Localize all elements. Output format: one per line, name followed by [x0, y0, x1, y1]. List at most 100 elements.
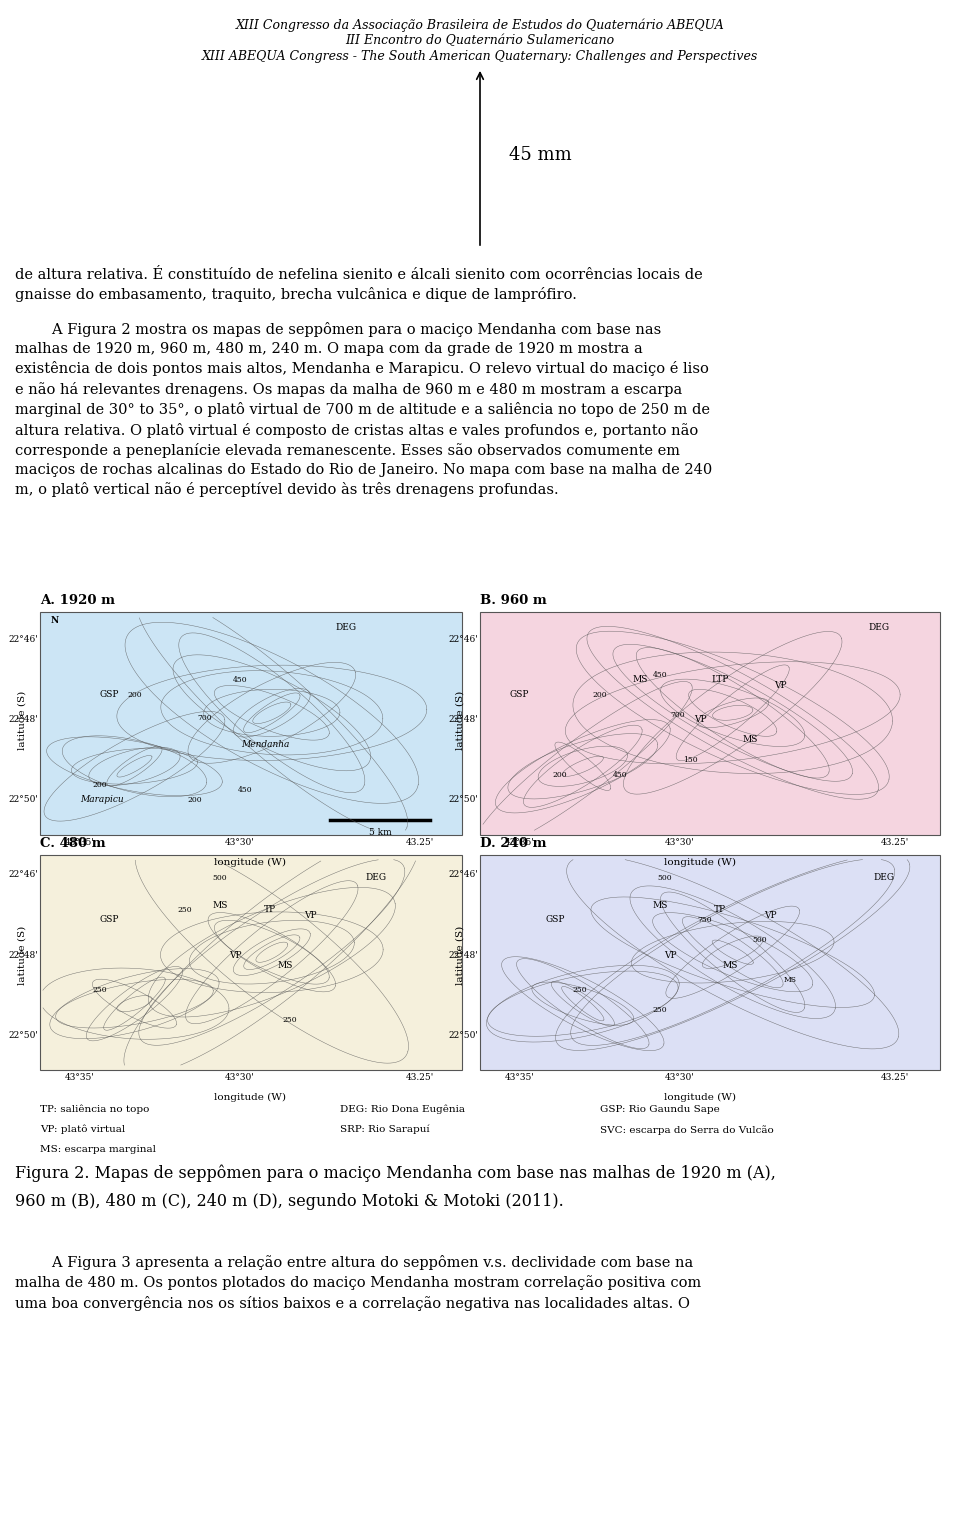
Text: 43°35': 43°35' — [65, 1073, 95, 1082]
Text: 22°48': 22°48' — [448, 715, 478, 724]
Text: longitude (W): longitude (W) — [664, 859, 736, 866]
Text: MS: MS — [722, 961, 737, 969]
Text: 22°46': 22°46' — [448, 636, 478, 645]
Text: DEG: DEG — [335, 623, 356, 633]
Text: 450: 450 — [232, 675, 248, 685]
Text: 43.25': 43.25' — [406, 1073, 434, 1082]
Text: 22°48': 22°48' — [9, 715, 38, 724]
Text: GSP: Rio Gaundu Sape: GSP: Rio Gaundu Sape — [600, 1105, 720, 1114]
Text: 250: 250 — [573, 986, 588, 995]
Text: DEG: DEG — [869, 623, 890, 633]
Text: longitude (W): longitude (W) — [214, 859, 286, 866]
Text: 450: 450 — [653, 671, 667, 678]
Text: 500: 500 — [213, 874, 228, 882]
Text: 43°35': 43°35' — [65, 837, 95, 847]
Text: de altura relativa. É constituído de nefelina sienito e álcali sienito com ocorr: de altura relativa. É constituído de nef… — [15, 267, 703, 303]
Text: VP: VP — [228, 950, 241, 960]
Text: 250: 250 — [178, 906, 192, 914]
Text: 150: 150 — [683, 756, 697, 764]
Text: SVC: escarpa do Serra do Vulcão: SVC: escarpa do Serra do Vulcão — [600, 1125, 774, 1135]
Text: B. 960 m: B. 960 m — [480, 594, 547, 608]
Text: 700: 700 — [671, 711, 685, 720]
Text: 43°35': 43°35' — [505, 837, 535, 847]
Text: MS: MS — [633, 675, 648, 685]
Text: VP: VP — [663, 950, 676, 960]
Text: 22°48': 22°48' — [448, 950, 478, 960]
Text: 700: 700 — [198, 714, 212, 723]
Text: C. 480 m: C. 480 m — [40, 837, 106, 851]
Bar — [40, 613, 462, 834]
Text: N: N — [51, 616, 60, 625]
Text: 43°30': 43°30' — [226, 837, 254, 847]
Text: 200: 200 — [592, 691, 608, 698]
Text: A. 1920 m: A. 1920 m — [40, 594, 115, 608]
Text: III Encontro do Quaternário Sulamericano: III Encontro do Quaternário Sulamericano — [346, 34, 614, 47]
Bar — [480, 856, 940, 1070]
Text: 500: 500 — [658, 874, 672, 882]
Text: 960 m (B), 480 m (C), 240 m (D), segundo Motoki & Motoki (2011).: 960 m (B), 480 m (C), 240 m (D), segundo… — [15, 1192, 564, 1210]
Text: XIII ABEQUA Congress - The South American Quaternary: Challenges and Perspective: XIII ABEQUA Congress - The South America… — [202, 50, 758, 63]
Text: DEG: DEG — [365, 874, 386, 883]
Text: 22°50': 22°50' — [448, 1030, 478, 1039]
Text: MS: escarpa marginal: MS: escarpa marginal — [40, 1144, 156, 1154]
Text: 22°46': 22°46' — [448, 871, 478, 880]
Text: longitude (W): longitude (W) — [664, 1093, 736, 1102]
Text: GSP: GSP — [100, 691, 119, 700]
Text: TP: TP — [264, 906, 276, 914]
Text: 250: 250 — [653, 1005, 667, 1015]
Text: 22°50': 22°50' — [8, 1030, 38, 1039]
Text: LTP: LTP — [711, 675, 729, 685]
Text: GSP: GSP — [545, 915, 564, 924]
Text: MS: MS — [742, 735, 757, 744]
Text: 43°30': 43°30' — [665, 1073, 695, 1082]
Text: 250: 250 — [282, 1016, 298, 1024]
Text: MS: MS — [652, 900, 668, 909]
Text: latitude (S): latitude (S) — [455, 926, 465, 984]
Text: VP: VP — [764, 911, 777, 920]
Text: latitude (S): latitude (S) — [455, 691, 465, 750]
Text: MS: MS — [783, 976, 797, 984]
Text: 22°46': 22°46' — [9, 636, 38, 645]
Text: 200: 200 — [93, 781, 108, 788]
Text: 450: 450 — [238, 785, 252, 795]
Text: VP: platô virtual: VP: platô virtual — [40, 1125, 125, 1134]
Text: 45 mm: 45 mm — [509, 147, 571, 163]
Text: 200: 200 — [188, 796, 203, 804]
Text: longitude (W): longitude (W) — [214, 1093, 286, 1102]
Text: A Figura 2 mostra os mapas de seppômen para o maciço Mendanha com base nas
malha: A Figura 2 mostra os mapas de seppômen p… — [15, 322, 712, 497]
Text: 43°30': 43°30' — [226, 1073, 254, 1082]
Text: Marapicu: Marapicu — [80, 796, 124, 805]
Text: D. 240 m: D. 240 m — [480, 837, 546, 851]
Text: VP: VP — [694, 715, 707, 724]
Bar — [40, 856, 462, 1070]
Text: VP: VP — [774, 680, 786, 689]
Text: 22°46': 22°46' — [9, 871, 38, 880]
Text: DEG: Rio Dona Eugênia: DEG: Rio Dona Eugênia — [340, 1105, 465, 1114]
Text: GSP: GSP — [510, 691, 530, 700]
Text: 500: 500 — [753, 937, 767, 944]
Text: GSP: GSP — [100, 915, 119, 924]
Text: MS: MS — [277, 961, 293, 969]
Text: 750: 750 — [698, 915, 712, 924]
Text: latitude (S): latitude (S) — [17, 691, 27, 750]
Text: 22°50': 22°50' — [448, 796, 478, 805]
Text: A Figura 3 apresenta a relação entre altura do seppômen v.s. declividade com bas: A Figura 3 apresenta a relação entre alt… — [15, 1254, 701, 1311]
Text: SRP: Rio Sarapuí: SRP: Rio Sarapuí — [340, 1125, 430, 1134]
Text: Mendanha: Mendanha — [241, 741, 289, 750]
Text: 43°35': 43°35' — [505, 1073, 535, 1082]
Text: MS: MS — [212, 900, 228, 909]
Text: 43.25': 43.25' — [881, 1073, 909, 1082]
Text: 43.25': 43.25' — [406, 837, 434, 847]
Text: 200: 200 — [553, 772, 567, 779]
Text: 22°50': 22°50' — [8, 796, 38, 805]
Text: DEG: DEG — [874, 874, 895, 883]
Text: TP: TP — [714, 906, 726, 914]
Text: 200: 200 — [128, 691, 142, 698]
Text: 43°30': 43°30' — [665, 837, 695, 847]
Text: 5 km: 5 km — [369, 828, 392, 837]
Text: 43.25': 43.25' — [881, 837, 909, 847]
Text: XIII Congresso da Associação Brasileira de Estudos do Quaternário ABEQUA: XIII Congresso da Associação Brasileira … — [235, 18, 725, 32]
Text: latitude (S): latitude (S) — [17, 926, 27, 984]
Text: Figura 2. Mapas de seppômen para o maciço Mendanha com base nas malhas de 1920 m: Figura 2. Mapas de seppômen para o maciç… — [15, 1164, 776, 1183]
Text: VP: VP — [303, 911, 316, 920]
